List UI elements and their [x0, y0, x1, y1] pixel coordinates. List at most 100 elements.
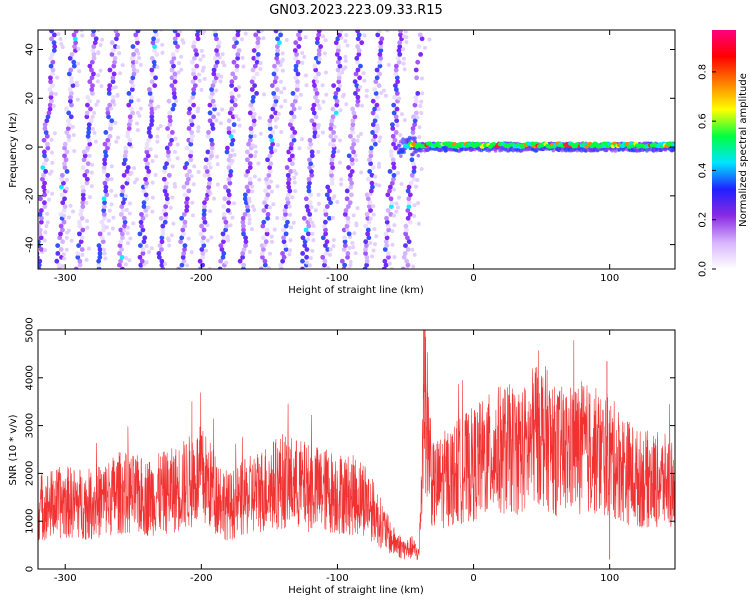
heatmap-cell: [259, 250, 265, 256]
heatmap-cell: [407, 192, 413, 198]
heatmap-cell: [116, 45, 121, 50]
heatmap-cell: [72, 44, 77, 49]
heatmap-cell: [62, 145, 67, 151]
heatmap-cell: [96, 30, 101, 33]
heatmap-cell: [284, 37, 289, 42]
heatmap-cell: [115, 32, 120, 38]
heatmap-cell: [226, 176, 232, 182]
heatmap-cell: [172, 181, 177, 186]
heatmap-cell: [182, 243, 188, 248]
heatmap-cell: [386, 254, 391, 260]
heatmap-cell: [199, 223, 204, 229]
heatmap-cell: [227, 180, 233, 186]
heatmap-cell: [334, 102, 340, 108]
x-tick-label: -200: [190, 573, 213, 584]
heatmap-cell: [243, 239, 249, 245]
heatmap-cell: [158, 124, 163, 129]
heatmap-cell: [203, 157, 209, 163]
heatmap-cell: [50, 191, 55, 196]
heatmap-cell: [48, 94, 54, 100]
heatmap-cell: [354, 55, 360, 61]
heatmap-cell: [275, 36, 280, 42]
heatmap-cell: [175, 156, 180, 161]
heatmap-cell: [211, 71, 217, 77]
heatmap-cell: [85, 161, 91, 167]
heatmap-cell: [393, 71, 399, 77]
heatmap-cell: [364, 258, 370, 264]
heatmap-cell: [107, 142, 112, 147]
heatmap-cell: [338, 83, 343, 88]
heatmap-cell: [289, 161, 295, 167]
heatmap-cell: [90, 91, 95, 96]
heatmap-cell: [316, 30, 322, 34]
heatmap-cell: [121, 172, 127, 178]
heatmap-cell: [43, 248, 48, 253]
heatmap-cell: [143, 176, 148, 182]
heatmap-cell: [73, 266, 79, 269]
heatmap-cell: [250, 189, 255, 194]
heatmap-cell: [309, 118, 315, 124]
heatmap-cell: [44, 133, 50, 139]
heatmap-cell: [175, 142, 180, 147]
heatmap-cell: [62, 141, 68, 147]
heatmap-cell: [411, 176, 417, 182]
heatmap-cell: [125, 176, 131, 182]
heatmap-cell: [50, 71, 55, 77]
heatmap-cell: [110, 98, 116, 104]
heatmap-cell: [255, 40, 261, 46]
heatmap-cell: [267, 126, 273, 131]
heatmap-cell: [108, 122, 114, 128]
heatmap-cell: [129, 106, 134, 112]
heatmap-cell: [342, 211, 348, 217]
heatmap-cell: [232, 153, 237, 158]
heatmap-cell: [309, 169, 314, 174]
heatmap-cell: [318, 44, 324, 49]
heatmap-cell: [332, 124, 337, 129]
heatmap-cell: [330, 153, 336, 159]
heatmap-cell: [163, 211, 169, 217]
heatmap-cell: [386, 227, 392, 233]
heatmap-cell: [101, 215, 107, 221]
heatmap-cell: [368, 161, 373, 167]
heatmap-cell: [364, 192, 370, 198]
heatmap-cell: [49, 30, 54, 34]
heatmap-cell: [355, 36, 361, 42]
heatmap-cell: [45, 141, 50, 147]
y-tick-label: 1000: [25, 508, 36, 533]
heatmap-cell: [355, 94, 361, 100]
heatmap-cell: [395, 79, 401, 85]
heatmap-cell: [182, 223, 188, 229]
heatmap-cell: [312, 83, 317, 89]
heatmap-cell: [41, 137, 47, 143]
heatmap-cell: [295, 59, 301, 65]
heatmap-cell: [354, 83, 360, 89]
heatmap-cell: [135, 30, 141, 34]
heatmap-cell: [96, 258, 102, 264]
heatmap-cell: [213, 63, 219, 69]
heatmap-cell: [148, 133, 153, 139]
heatmap-cell: [316, 134, 321, 139]
heatmap-cell: [249, 130, 254, 135]
heatmap-cell: [405, 262, 411, 268]
heatmap-cell: [107, 102, 113, 108]
heatmap-cell: [372, 118, 378, 124]
heatmap-cell: [66, 228, 71, 233]
heatmap-cell: [182, 247, 187, 252]
heatmap-cell: [314, 98, 320, 104]
heatmap-cell: [64, 186, 69, 191]
heatmap-cell: [399, 182, 404, 187]
heatmap-cell: [251, 75, 257, 81]
heatmap-cell: [38, 247, 44, 252]
heatmap-cell: [409, 157, 415, 163]
heatmap-cell: [38, 235, 44, 241]
heatmap-cell: [51, 40, 57, 46]
heatmap-cell: [234, 40, 239, 46]
heatmap-cell: [119, 204, 125, 209]
heatmap-cell: [385, 223, 391, 229]
heatmap-cell: [368, 149, 374, 155]
heatmap-cell: [108, 126, 113, 131]
heatmap-cell: [201, 208, 207, 213]
heatmap-cell: [170, 164, 175, 169]
heatmap-cell: [321, 223, 327, 229]
heatmap-cell: [205, 133, 211, 139]
